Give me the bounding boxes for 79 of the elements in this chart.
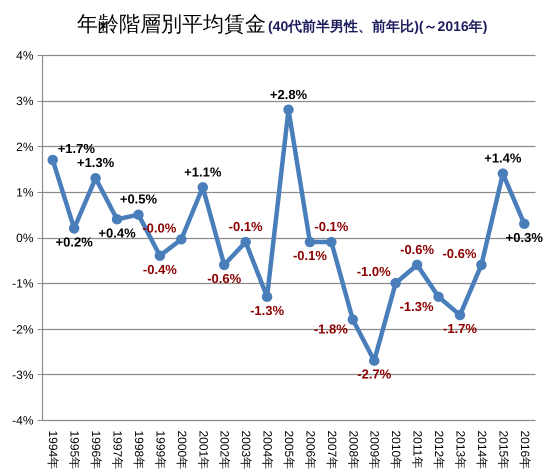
y-tick-label: -3% <box>12 368 34 382</box>
data-label: +0.2% <box>56 234 94 250</box>
data-label: -1.3% <box>400 298 434 314</box>
x-tick-label: 1998年 <box>132 430 146 470</box>
data-label: -0.1% <box>228 219 264 234</box>
y-tick-label: 3% <box>16 94 34 108</box>
data-label: +1.4% <box>484 150 522 166</box>
x-tick-label: 2005年 <box>282 430 296 470</box>
x-tick-label: 2009年 <box>368 430 382 470</box>
x-tick-label: 2000年 <box>174 430 189 470</box>
data-label: +2.8% <box>270 86 308 102</box>
point <box>390 278 401 288</box>
x-tick-label: 2016年 <box>518 430 532 470</box>
point <box>519 218 530 230</box>
y-tick-label: -4% <box>12 414 34 428</box>
y-tick-label: 0% <box>16 231 34 245</box>
data-label: -0.1% <box>314 219 349 234</box>
point <box>47 154 58 166</box>
data-label: -0.1% <box>292 248 328 264</box>
data-label: -0.6% <box>442 246 477 261</box>
x-tick-label: 2013年 <box>453 430 468 470</box>
x-tick-label: 2007年 <box>324 430 339 470</box>
data-label: -0.6% <box>207 270 242 286</box>
data-label: +1.1% <box>184 164 222 180</box>
x-tick-label: 1994年 <box>46 430 60 470</box>
chart-subtitle: (40代前半男性、前年比)(～2016年) <box>268 18 488 34</box>
x-tick-label: 2006年 <box>303 430 318 470</box>
point <box>433 292 444 302</box>
x-tick-label: 2015年 <box>496 430 510 470</box>
data-label: +1.3% <box>76 155 115 170</box>
point <box>326 236 337 248</box>
y-tick-label: -1% <box>12 276 34 291</box>
x-tick-label: 2012年 <box>432 430 446 470</box>
point <box>348 314 358 325</box>
y-tick-label: 2% <box>16 140 34 154</box>
y-tick-label: 1% <box>16 185 34 200</box>
point <box>112 214 122 224</box>
x-tick-label: 2011年 <box>410 430 425 468</box>
x-tick-label: 2010年 <box>389 430 404 470</box>
data-label: -1.3% <box>250 302 284 318</box>
data-label: +0.4% <box>98 225 136 240</box>
data-label: -2.7% <box>357 366 392 382</box>
data-label: -1.8% <box>314 322 348 337</box>
point <box>68 223 80 234</box>
y-tick-label: -2% <box>12 322 34 336</box>
data-label: +1.7% <box>58 140 96 156</box>
data-label: +0.5% <box>120 192 158 207</box>
x-tick-label: 1996年 <box>89 430 104 470</box>
point <box>154 250 166 261</box>
point <box>240 236 251 248</box>
x-tick-label: 1997年 <box>110 430 125 470</box>
x-tick-label: 2004年 <box>260 430 275 470</box>
x-tick-label: 2008年 <box>346 430 360 470</box>
point <box>454 310 466 320</box>
point <box>176 234 187 245</box>
y-tick-label: 4% <box>16 48 34 62</box>
x-tick-label: 2014年 <box>474 430 489 470</box>
point <box>133 209 144 220</box>
data-label: -1.7% <box>442 321 478 336</box>
point <box>498 168 508 179</box>
x-tick-label: 2002年 <box>218 430 232 470</box>
data-label: -1.0% <box>356 264 392 280</box>
point <box>304 236 316 248</box>
data-label: -0.4% <box>142 262 178 277</box>
chart-title: 年齢階層別平均賃金 <box>77 12 266 36</box>
x-tick-label: 2003年 <box>239 430 254 470</box>
point <box>198 182 208 193</box>
point <box>218 260 230 270</box>
x-tick-label: 1995年 <box>68 430 82 470</box>
data-label: +0.3% <box>506 230 544 245</box>
point <box>368 355 380 366</box>
point <box>90 172 101 184</box>
data-label: -0.6% <box>400 242 435 257</box>
point <box>262 292 272 302</box>
point <box>476 260 487 270</box>
point <box>283 104 294 115</box>
point <box>412 260 422 270</box>
x-tick-label: 2001年 <box>196 430 210 470</box>
x-tick-label: 1999年 <box>153 430 168 470</box>
